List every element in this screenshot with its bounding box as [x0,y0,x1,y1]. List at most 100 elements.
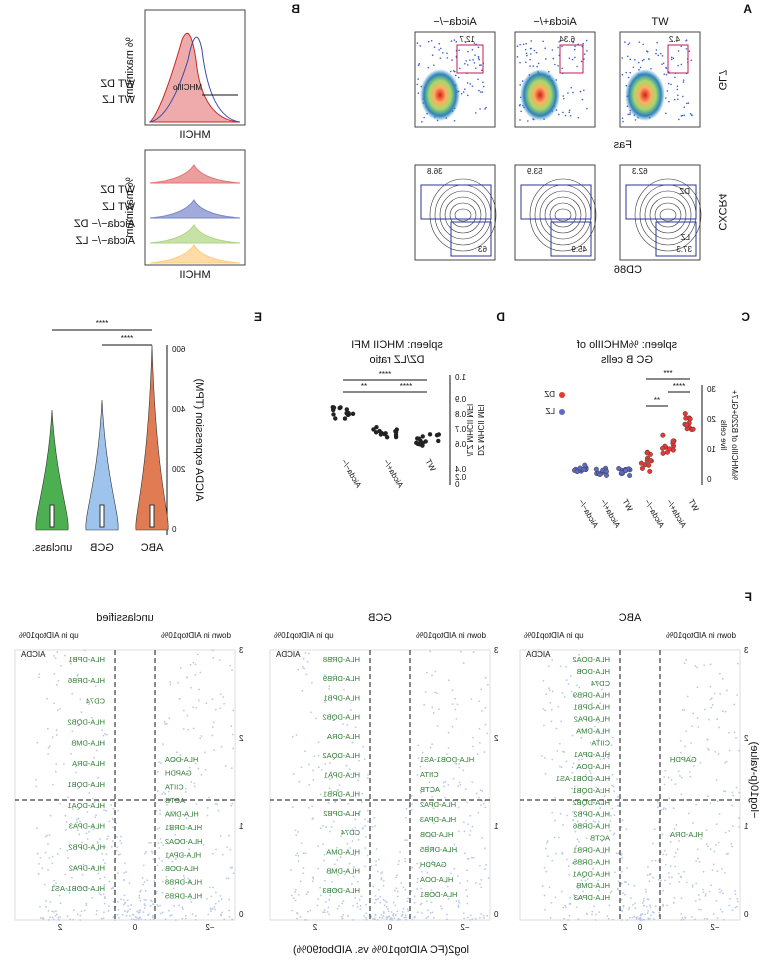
point [435,787,438,790]
point [172,887,175,890]
point [731,825,734,828]
point [729,897,732,900]
gene-label: HLA-DOB3 [322,886,360,895]
gate [456,44,484,74]
point [145,850,147,853]
point [688,771,691,773]
point [540,651,542,654]
point [59,707,61,710]
point [328,685,331,688]
point [38,673,41,676]
dot [342,416,348,421]
point [452,777,455,780]
point [551,758,554,761]
contour [439,190,487,240]
point [79,718,82,721]
point [565,760,568,763]
point [381,917,384,919]
point [211,649,214,652]
point [470,856,473,859]
point [158,847,161,849]
point [55,729,58,732]
point [633,915,636,918]
point [126,911,129,914]
point [596,656,599,659]
point [645,905,648,908]
point [334,673,337,676]
point [38,863,40,865]
point [77,817,80,820]
point [735,737,737,739]
point [354,897,357,899]
point [382,915,385,917]
point [333,715,336,718]
point [639,918,642,921]
point [174,919,177,921]
point [682,918,685,921]
point [357,838,360,841]
point [431,911,434,914]
point [343,870,346,873]
point [621,919,624,921]
point [421,751,424,754]
point [575,906,578,909]
point [119,853,121,856]
point [83,909,86,912]
axis-label: GL7 [716,70,728,91]
point [184,914,187,917]
event [474,112,477,114]
point [432,892,435,895]
point [478,742,481,744]
direction-label: down in AIDtop10% [416,631,486,640]
point [715,823,718,826]
point [591,702,593,705]
point [418,866,421,869]
point [696,686,699,689]
point [363,758,366,761]
point [138,896,141,899]
point [152,914,154,917]
point [56,651,59,653]
point [71,692,74,695]
axis-label: CXCR4 [716,193,728,230]
point [584,879,587,882]
point [706,747,709,750]
point [372,885,375,888]
direction-label: down in AIDtop10% [161,631,231,640]
tick-label: 200 [171,465,185,474]
point [170,827,172,830]
point [658,859,660,862]
point [580,879,583,882]
event [453,119,456,122]
point [694,918,696,921]
point [633,884,636,887]
point [716,800,719,803]
point [611,773,614,776]
gene-label: HLA-DQB2 [322,713,360,722]
gate-value: 45.9 [571,245,587,254]
point [697,894,700,896]
dot [423,439,428,444]
point [484,676,487,679]
point [563,696,566,698]
point [36,827,38,830]
point [219,913,222,916]
point [420,887,422,890]
point [471,918,474,921]
event [621,57,624,59]
event [563,97,565,100]
point [718,672,721,675]
point [576,838,579,841]
point [60,664,62,667]
gene-label: HLA-DPA3 [69,822,105,831]
point [479,864,481,867]
tick-label: 0.6 [454,440,466,449]
point [483,868,486,871]
point [323,853,326,856]
point [323,674,326,676]
event [525,42,527,45]
event [480,64,482,66]
dot [371,427,376,432]
tick-label: 0 [743,910,748,919]
point [646,874,649,876]
